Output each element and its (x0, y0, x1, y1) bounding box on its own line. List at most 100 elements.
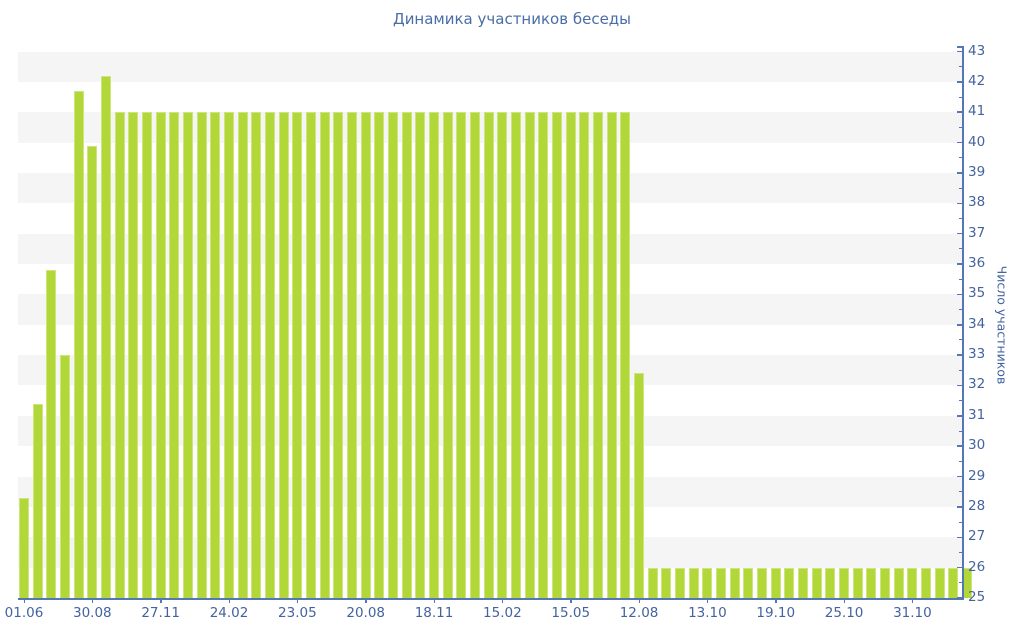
y-tick-label: 27 (968, 528, 986, 545)
y-minor-tick (959, 157, 963, 159)
x-tick-label: 24.02 (209, 605, 249, 621)
x-tick-label: 15.02 (483, 605, 522, 621)
y-tick-label: 35 (968, 285, 986, 302)
y-tick (957, 506, 963, 508)
y-tick (957, 475, 963, 478)
x-tick (365, 598, 367, 603)
grid-stripe (18, 51, 963, 82)
y-tick-label: 31 (968, 406, 986, 423)
y-tick (957, 263, 963, 265)
y-tick (957, 354, 963, 356)
bar (524, 112, 535, 598)
bar (128, 112, 139, 598)
x-tick (706, 598, 709, 603)
bar (374, 112, 385, 598)
x-tick-label: 12.08 (619, 605, 659, 621)
x-tick-label: 13.10 (688, 605, 727, 621)
bar (73, 90, 84, 598)
y-tick (957, 597, 963, 599)
bar (839, 567, 850, 598)
chart-title: Динамика участников беседы (392, 10, 632, 28)
bar (606, 112, 617, 598)
y-minor-tick (959, 369, 963, 371)
y-minor-tick (959, 278, 963, 280)
y-tick-label: 43 (968, 42, 986, 59)
bar (593, 112, 604, 598)
bar (716, 567, 727, 598)
bar (442, 112, 453, 598)
bar (811, 567, 822, 598)
bar (32, 403, 43, 598)
y-tick-label: 32 (968, 376, 986, 393)
bar (497, 112, 508, 598)
bar (470, 112, 481, 598)
x-tick-label: 18.11 (414, 605, 454, 621)
bar (579, 112, 590, 598)
bar (19, 497, 29, 598)
x-axis-line (18, 597, 963, 600)
bar (429, 112, 440, 598)
bar (784, 567, 795, 598)
x-tick (91, 598, 94, 603)
bar (60, 355, 70, 598)
x-tick-label: 25.10 (824, 605, 864, 621)
y-minor-tick (959, 551, 963, 553)
bar (415, 112, 426, 598)
bar (114, 112, 125, 598)
y-tick-label: 42 (968, 72, 986, 89)
y-tick-label: 41 (968, 103, 986, 120)
grid-stripe (18, 81, 963, 113)
x-tick (296, 598, 299, 603)
bar (142, 112, 152, 598)
bar (196, 112, 207, 598)
bar (702, 567, 713, 598)
y-tick-label: 40 (968, 133, 986, 150)
y-minor-tick (959, 582, 963, 584)
y-tick (957, 202, 963, 205)
x-tick-label: 15.05 (551, 605, 591, 621)
bar (456, 112, 467, 598)
x-tick (775, 598, 777, 603)
y-tick-label: 38 (968, 194, 986, 211)
bar (893, 567, 904, 598)
x-tick (843, 598, 846, 603)
bar (511, 112, 522, 598)
bar (757, 567, 768, 598)
y-minor-tick (959, 217, 963, 219)
bar (401, 112, 412, 598)
bar (333, 112, 344, 598)
y-minor-tick (959, 126, 963, 128)
x-tick-label: 30.08 (73, 605, 112, 621)
y-tick (957, 172, 963, 174)
bar (538, 112, 549, 598)
bar (921, 567, 932, 598)
y-minor-tick (959, 66, 963, 68)
bar (224, 112, 235, 598)
bar (798, 567, 809, 598)
bar (87, 145, 98, 598)
bar (647, 567, 658, 598)
bar (770, 567, 781, 598)
bar (675, 567, 686, 598)
bar (319, 112, 330, 598)
x-tick-label: 19.10 (756, 605, 796, 621)
bar (237, 112, 248, 598)
bar (552, 112, 563, 598)
y-tick (957, 384, 963, 387)
y-axis-line (962, 46, 964, 600)
y-minor-tick (959, 521, 963, 523)
bar (688, 567, 699, 598)
y-tick-label: 29 (968, 467, 986, 484)
x-tick (160, 598, 162, 603)
y-minor-tick (959, 187, 963, 189)
x-tick (501, 598, 504, 603)
y-tick (957, 566, 963, 569)
y-minor-tick (959, 460, 963, 462)
y-tick-label: 33 (968, 346, 986, 363)
bar (278, 112, 289, 598)
y-tick (957, 50, 963, 53)
bar (183, 112, 194, 598)
bar (347, 112, 358, 598)
y-tick (957, 324, 963, 326)
